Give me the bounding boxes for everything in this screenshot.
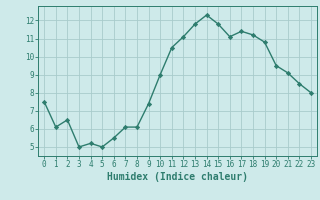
X-axis label: Humidex (Indice chaleur): Humidex (Indice chaleur) [107,172,248,182]
